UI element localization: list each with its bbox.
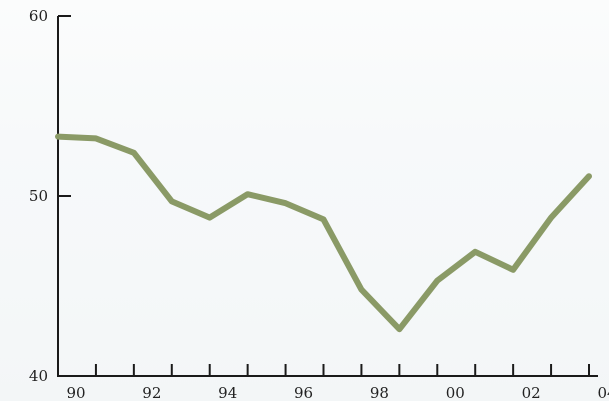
- x-tick-label: 96: [294, 384, 313, 401]
- y-tick-label: 50: [29, 187, 48, 205]
- y-tick-label: 60: [29, 7, 48, 25]
- series-line: [55, 133, 592, 333]
- x-tick-label: 92: [142, 384, 161, 401]
- series-layer: [55, 133, 592, 333]
- x-tick-label: 02: [522, 384, 541, 401]
- x-tick-label: 04: [597, 384, 609, 401]
- tick-labels: 40 50 60 90 92 94 96 98 00 02 04: [29, 7, 609, 402]
- tick-marks: [57, 15, 590, 377]
- x-tick-label: 98: [370, 384, 389, 401]
- x-tick-label: 90: [66, 384, 85, 401]
- x-tick-label: 00: [446, 384, 465, 401]
- x-tick-label: 94: [218, 384, 237, 401]
- axes: [57, 16, 598, 377]
- y-tick-label: 40: [29, 367, 48, 385]
